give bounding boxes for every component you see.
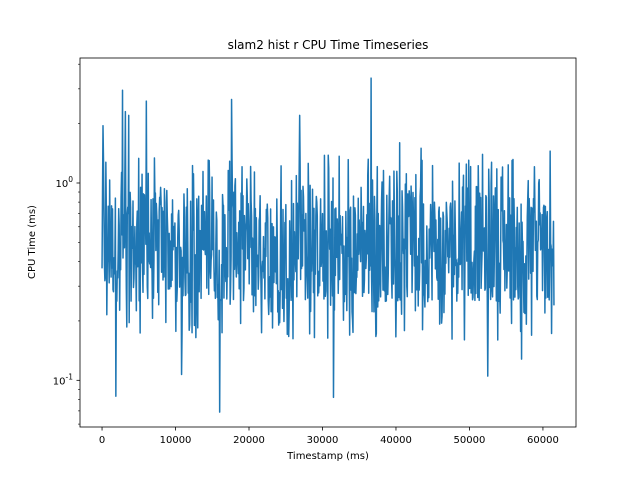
x-tick-label: 10000 [160,435,192,446]
chart-title: slam2 hist r CPU Time Timeseries [228,38,429,52]
x-tick-label: 0 [99,435,105,446]
x-tick-label: 60000 [527,435,559,446]
x-axis-ticks: 0 10000 20000 30000 40000 50000 60000 [99,427,559,446]
x-tick-label: 40000 [380,435,412,446]
series-line-cpu-time [101,77,555,413]
x-tick-label: 30000 [307,435,339,446]
y-axis-ticks: 10-1 100 [53,63,80,425]
x-tick-label: 50000 [454,435,486,446]
y-tick-label: 100 [55,175,73,190]
y-tick-label: 10-1 [53,372,73,387]
y-axis-label: CPU Time (ms) [27,205,38,279]
x-tick-label: 20000 [233,435,265,446]
series-layer [101,77,555,413]
x-axis-label: Timestamp (ms) [286,451,369,462]
